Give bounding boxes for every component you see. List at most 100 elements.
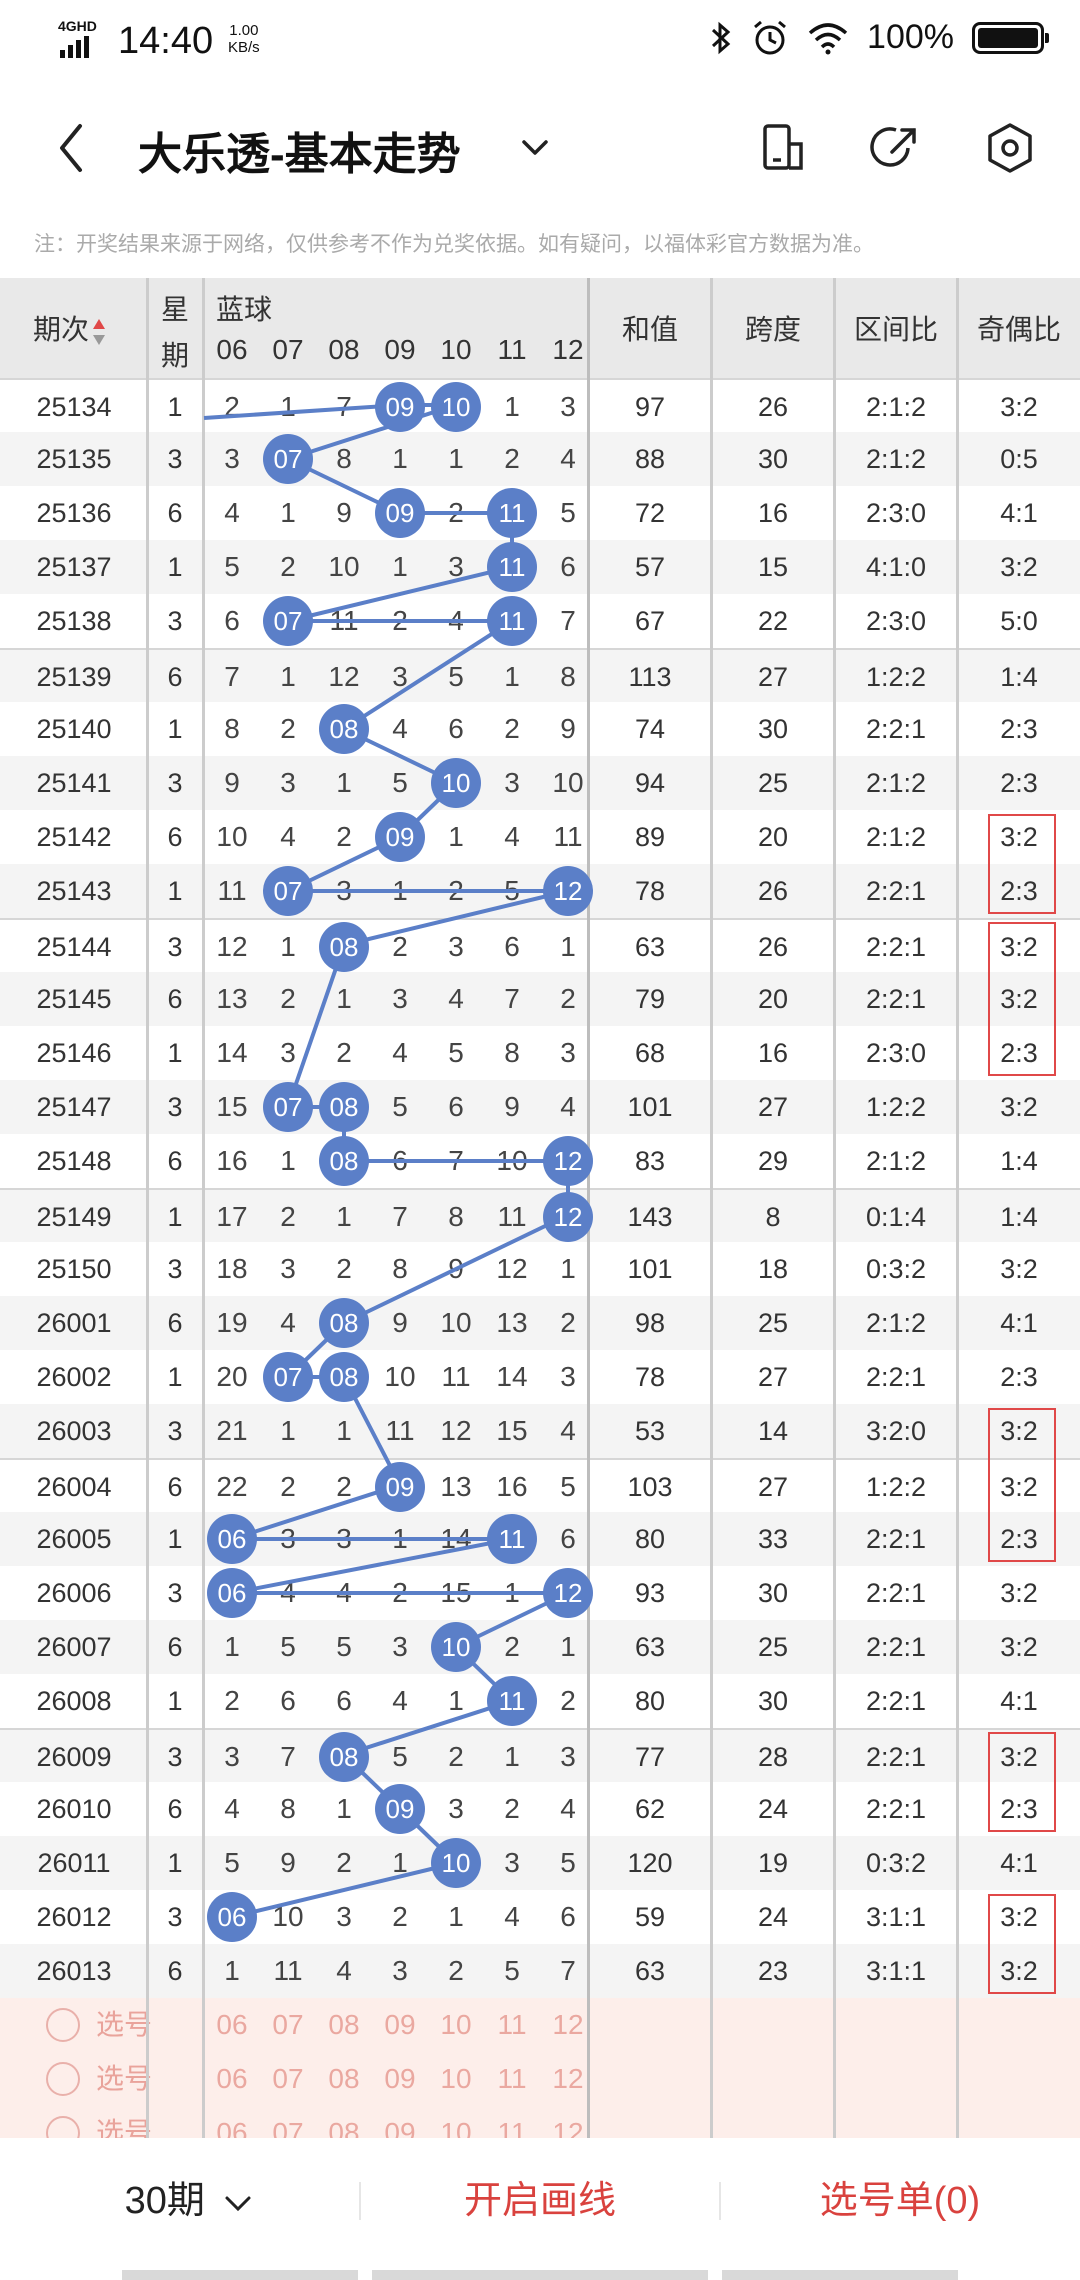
- pick-number[interactable]: 08: [328, 2063, 360, 2094]
- issue-cell: 25147: [36, 1092, 112, 1122]
- omission-cell: 11: [441, 1361, 471, 1392]
- omission-cell: 12: [216, 931, 248, 962]
- zone-ratio-cell: 1:2:2: [865, 662, 927, 692]
- nav-indicator: [722, 2270, 958, 2280]
- pick-number[interactable]: 10: [440, 2009, 472, 2040]
- sum-cell: 68: [634, 1038, 666, 1068]
- omission-cell: 4: [280, 821, 296, 852]
- pick-number[interactable]: 09: [384, 2009, 416, 2040]
- pick-number[interactable]: 12: [552, 2063, 584, 2094]
- issue-cell: 25142: [36, 822, 112, 852]
- pick-radio[interactable]: [46, 2116, 80, 2138]
- phone-layout-icon[interactable]: [754, 120, 810, 176]
- omission-cell: 7: [224, 661, 240, 692]
- pick-number[interactable]: 07: [272, 2117, 304, 2138]
- omission-cell: 2: [224, 1685, 240, 1716]
- omission-cell: 6: [448, 1091, 464, 1122]
- table-row: 25138 3 6 07 11 2 4 11 7 67 22 2:3:0 5:0: [0, 594, 1080, 648]
- back-arrow-icon[interactable]: [52, 118, 92, 178]
- pick-number[interactable]: 07: [272, 2063, 304, 2094]
- zone-ratio-cell: 2:1:2: [865, 768, 927, 798]
- omission-cell: 1: [336, 983, 352, 1014]
- clock: 14:40: [118, 20, 214, 62]
- settings-icon[interactable]: [982, 120, 1038, 176]
- omission-cell: 5: [336, 1631, 352, 1662]
- omission-cell: 5: [504, 1955, 520, 1986]
- zone-ratio-cell: 2:1:2: [865, 444, 927, 474]
- odd-even-highlight-box: [988, 1408, 1056, 1562]
- pick-label[interactable]: 选号: [96, 2063, 153, 2094]
- column-divider: [833, 278, 836, 2138]
- weekday-cell: 3: [167, 606, 183, 636]
- omission-cell: 11: [385, 1415, 415, 1446]
- sum-cell: 80: [634, 1686, 666, 1716]
- pick-number[interactable]: 10: [440, 2117, 472, 2138]
- disclaimer-notice: 注：开奖结果来源于网络，仅供参考不作为兑奖依据。如有疑问，以福体彩官方数据为准。: [34, 233, 874, 256]
- draw-line-button[interactable]: 开启画线: [463, 2180, 616, 2222]
- omission-cell: 10: [552, 767, 584, 798]
- pick-number[interactable]: 08: [328, 2009, 360, 2040]
- sum-cell: 74: [634, 714, 666, 744]
- omission-cell: 4: [336, 1577, 352, 1608]
- issue-cell: 25143: [36, 876, 112, 906]
- pick-number[interactable]: 07: [272, 2009, 304, 2040]
- network-speed: 1.00 KB/s: [228, 22, 260, 56]
- omission-cell: 4: [504, 821, 520, 852]
- issue-cell: 25135: [36, 444, 112, 474]
- blue-ball-hit: 07: [263, 596, 313, 646]
- table-row: 26012 3 06 10 3 2 1 4 6 59 24 3:1:1 3:2: [0, 1890, 1080, 1944]
- pick-number[interactable]: 11: [497, 2009, 527, 2040]
- omission-cell: 8: [224, 713, 240, 744]
- pick-number[interactable]: 08: [328, 2117, 360, 2138]
- blue-ball-hit: 11: [487, 542, 537, 592]
- span-cell: 25: [757, 768, 789, 798]
- pick-number[interactable]: 09: [384, 2063, 416, 2094]
- chevron-down-icon[interactable]: [518, 130, 552, 164]
- span-cell: 27: [757, 1472, 789, 1502]
- omission-cell: 11: [553, 821, 583, 852]
- omission-cell: 2: [336, 1847, 352, 1878]
- odd-even-cell: 2:3: [1000, 876, 1038, 906]
- selection-list-button[interactable]: 选号单(0): [819, 2180, 981, 2222]
- zone-ratio-cell: 0:3:2: [865, 1848, 927, 1878]
- header-zone-ratio: 区间比: [853, 314, 938, 345]
- odd-even-cell: 2:3: [1000, 1794, 1038, 1824]
- pick-number[interactable]: 12: [552, 2009, 584, 2040]
- omission-cell: 8: [560, 661, 576, 692]
- table-row: 25143 1 11 07 3 1 2 5 12 78 26 2:2:1 2:3: [0, 864, 1080, 918]
- sort-icon[interactable]: [91, 317, 107, 347]
- pick-number[interactable]: 09: [384, 2117, 416, 2138]
- omission-cell: 9: [392, 1307, 408, 1338]
- pick-number[interactable]: 11: [497, 2063, 527, 2094]
- pick-number[interactable]: 12: [552, 2117, 584, 2138]
- sum-cell: 113: [628, 662, 672, 692]
- issue-cell: 26009: [36, 1742, 112, 1772]
- omission-cell: 8: [336, 443, 352, 474]
- weekday-cell: 1: [167, 1524, 183, 1554]
- omission-cell: 5: [448, 1037, 464, 1068]
- weekday-cell: 6: [167, 1308, 183, 1338]
- pick-label[interactable]: 选号: [96, 2117, 153, 2138]
- pick-number[interactable]: 06: [216, 2063, 248, 2094]
- pick-number[interactable]: 06: [216, 2117, 248, 2138]
- header-issue[interactable]: 期次: [22, 308, 118, 348]
- share-icon[interactable]: [868, 120, 924, 176]
- issue-cell: 25149: [36, 1202, 112, 1232]
- pick-radio[interactable]: [46, 2008, 80, 2042]
- omission-cell: 11: [273, 1955, 303, 1986]
- omission-cell: 3: [504, 1847, 520, 1878]
- weekday-cell: 1: [167, 1202, 183, 1232]
- header-sum: 和值: [621, 314, 678, 345]
- pick-radio[interactable]: [46, 2062, 80, 2096]
- weekday-cell: 6: [167, 1632, 183, 1662]
- zone-ratio-cell: 2:2:1: [865, 714, 927, 744]
- pick-number[interactable]: 11: [497, 2117, 527, 2138]
- omission-cell: 2: [392, 1577, 408, 1608]
- zone-ratio-cell: 2:2:1: [865, 1362, 927, 1392]
- zone-ratio-cell: 2:2:1: [865, 876, 927, 906]
- period-selector[interactable]: 30期: [40, 2166, 340, 2236]
- pick-number[interactable]: 06: [216, 2009, 248, 2040]
- pick-label[interactable]: 选号: [96, 2009, 153, 2040]
- page-title[interactable]: 大乐透-基本走势: [138, 130, 461, 179]
- pick-number[interactable]: 10: [440, 2063, 472, 2094]
